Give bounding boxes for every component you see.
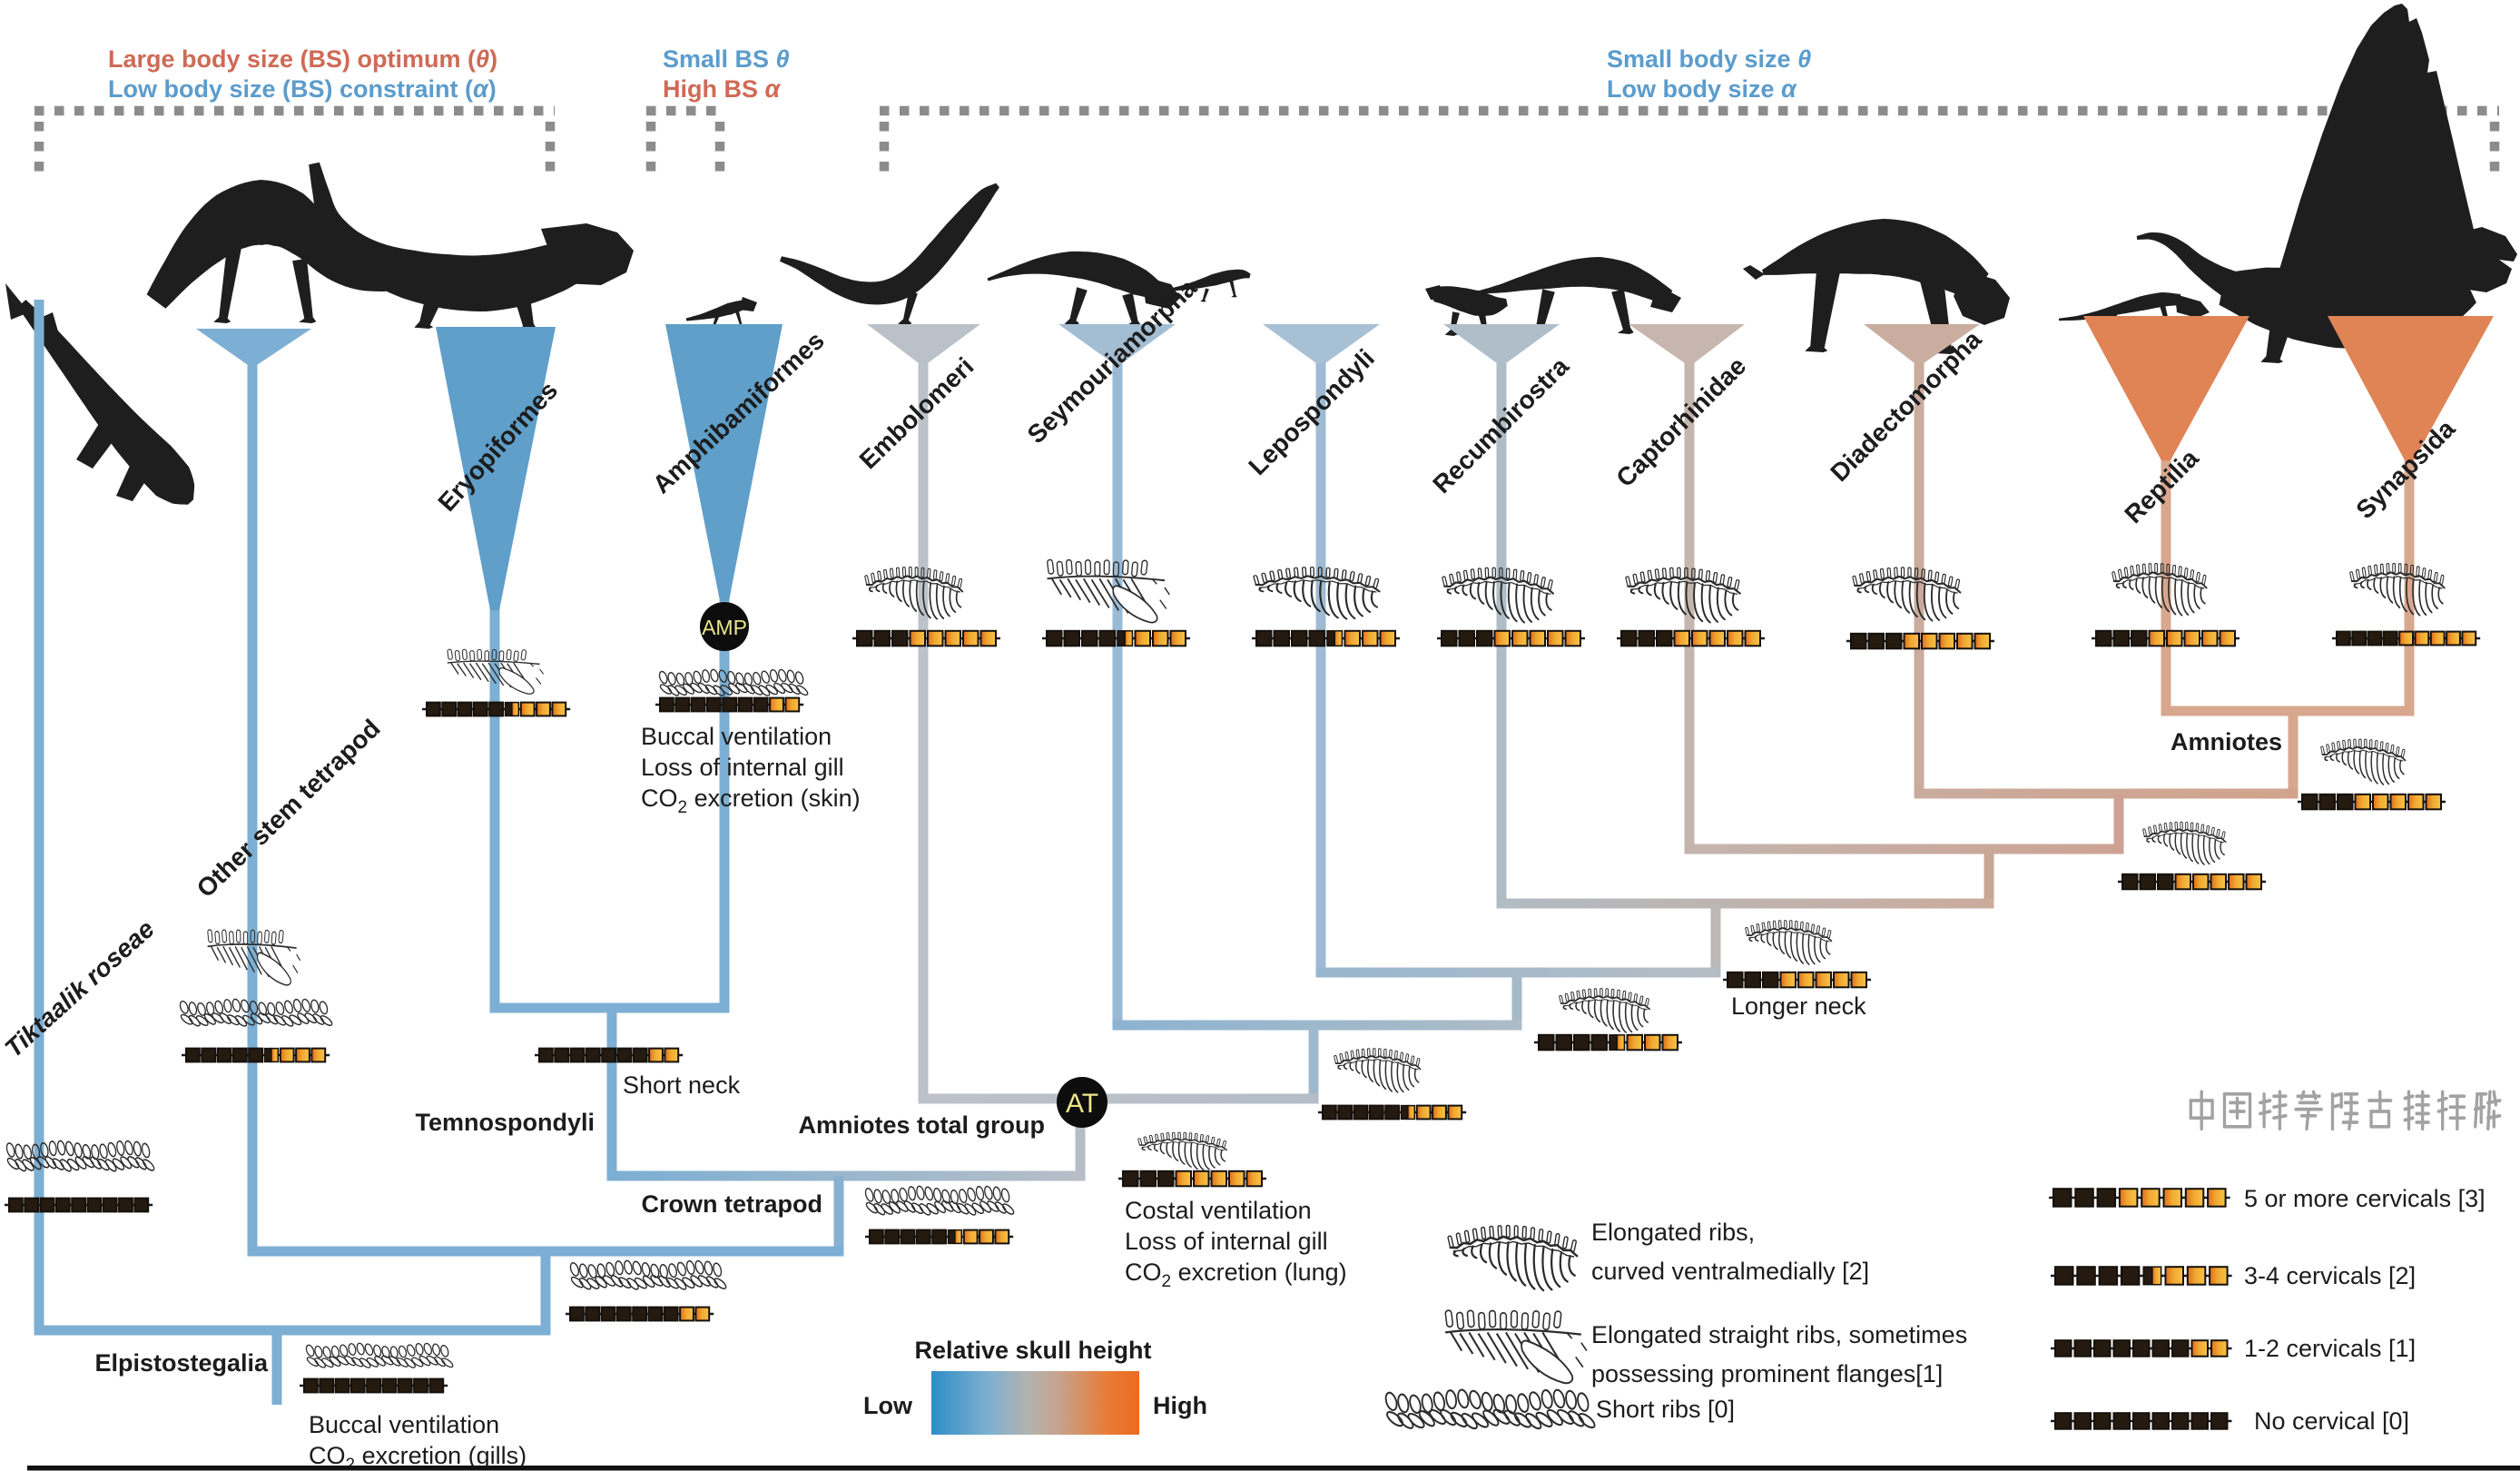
svg-text:Low body size α: Low body size α (1607, 75, 1797, 103)
svg-text:Costal ventilation: Costal ventilation (1125, 1197, 1312, 1224)
svg-text:Low: Low (863, 1392, 913, 1419)
svg-text:curved ventralmedially [2]: curved ventralmedially [2] (1591, 1258, 1869, 1285)
svg-text:Loss of internal gill: Loss of internal gill (1125, 1228, 1328, 1255)
svg-text:AT: AT (1066, 1089, 1098, 1119)
svg-text:Elongated straight ribs, somet: Elongated straight ribs, sometimes (1591, 1321, 1967, 1348)
svg-text:Low body size (BS) constraint: Low body size (BS) constraint (α) (108, 75, 497, 103)
svg-text:Crown tetrapod: Crown tetrapod (642, 1190, 823, 1218)
svg-text:AMP: AMP (702, 616, 747, 639)
svg-text:Loss of internal gill: Loss of internal gill (641, 754, 844, 781)
svg-text:Amniotes: Amniotes (2171, 728, 2282, 755)
svg-text:Short ribs [0]: Short ribs [0] (1596, 1396, 1735, 1423)
svg-text:3-4 cervicals [2]: 3-4 cervicals [2] (2244, 1262, 2416, 1289)
svg-text:Large body size (BS) optimum (: Large body size (BS) optimum (θ) (108, 45, 497, 73)
svg-text:No cervical [0]: No cervical [0] (2254, 1407, 2409, 1435)
svg-text:possessing prominent flanges[1: possessing prominent flanges[1] (1591, 1360, 1943, 1387)
svg-text:Short neck: Short neck (623, 1071, 741, 1099)
svg-text:Relative skull height: Relative skull height (914, 1337, 1151, 1364)
svg-text:High BS α: High BS α (663, 75, 782, 103)
svg-text:High: High (1153, 1392, 1207, 1419)
svg-text:Amniotes total group: Amniotes total group (799, 1111, 1046, 1139)
svg-text:Small body size θ: Small body size θ (1607, 45, 1811, 73)
svg-text:Small BS θ: Small BS θ (663, 45, 790, 73)
svg-text:Buccal ventilation: Buccal ventilation (309, 1411, 499, 1438)
svg-text:Elpistostegalia: Elpistostegalia (94, 1349, 269, 1377)
svg-text:1-2 cervicals [1]: 1-2 cervicals [1] (2244, 1335, 2416, 1362)
svg-text:Buccal ventilation: Buccal ventilation (641, 723, 832, 750)
svg-text:5 or more cervicals [3]: 5 or more cervicals [3] (2244, 1185, 2486, 1212)
svg-text:Elongated ribs,: Elongated ribs, (1591, 1219, 1755, 1246)
svg-text:Longer neck: Longer neck (1731, 992, 1866, 1020)
svg-text:Temnospondyli: Temnospondyli (415, 1109, 595, 1136)
